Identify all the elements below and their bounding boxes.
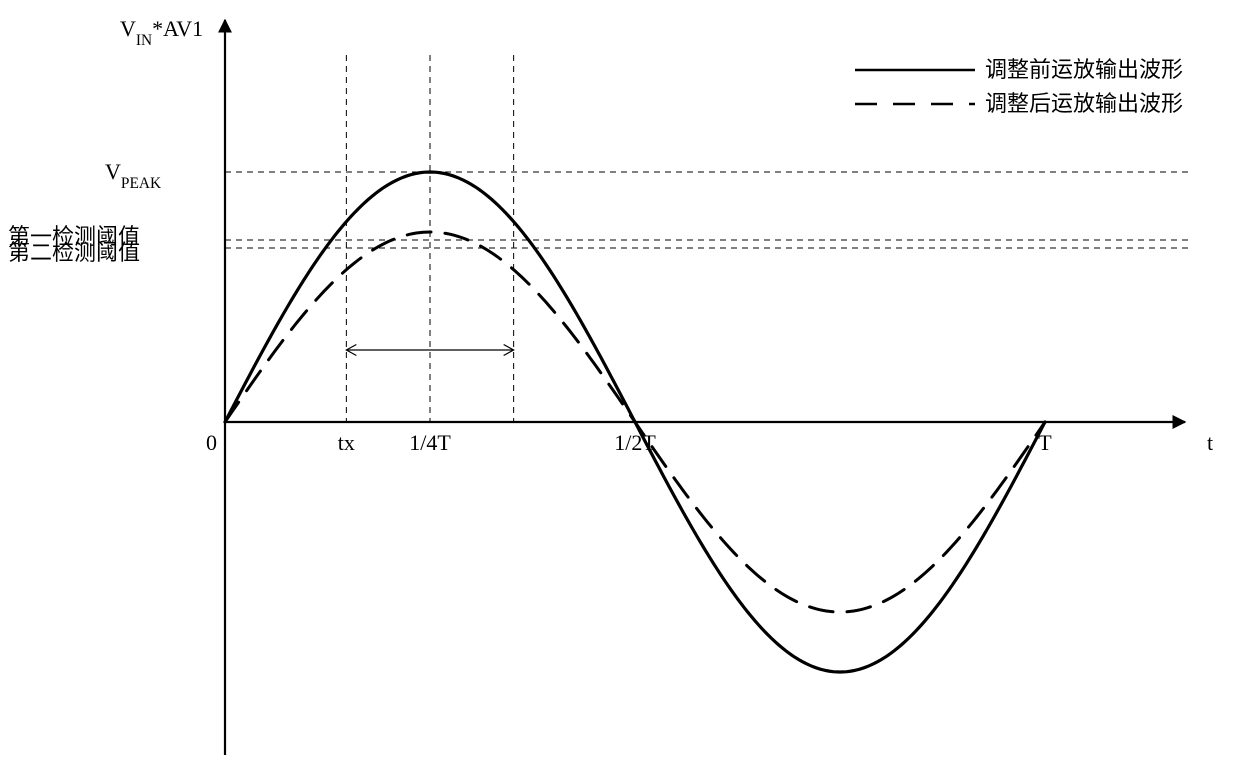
chart-root: VIN*AV10tx1/4T1/2TTtVPEAK第一检测阈值第二检测阈值调整前… <box>0 0 1240 766</box>
origin-label: 0 <box>206 430 217 455</box>
x-tick-q: 1/4T <box>409 430 451 455</box>
threshold-2-label: 第二检测阈值 <box>8 240 140 265</box>
y-axis-label: VIN*AV1 <box>120 16 203 49</box>
legend-label-dashed: 调整后运放输出波形 <box>985 91 1183 116</box>
x-axis-end-label: t <box>1207 430 1213 455</box>
vpeak-label: VPEAK <box>105 159 161 192</box>
x-tick-tx: tx <box>338 430 355 455</box>
chart-svg: VIN*AV10tx1/4T1/2TTtVPEAK第一检测阈值第二检测阈值调整前… <box>0 0 1240 766</box>
legend-label-solid: 调整前运放输出波形 <box>985 57 1183 82</box>
